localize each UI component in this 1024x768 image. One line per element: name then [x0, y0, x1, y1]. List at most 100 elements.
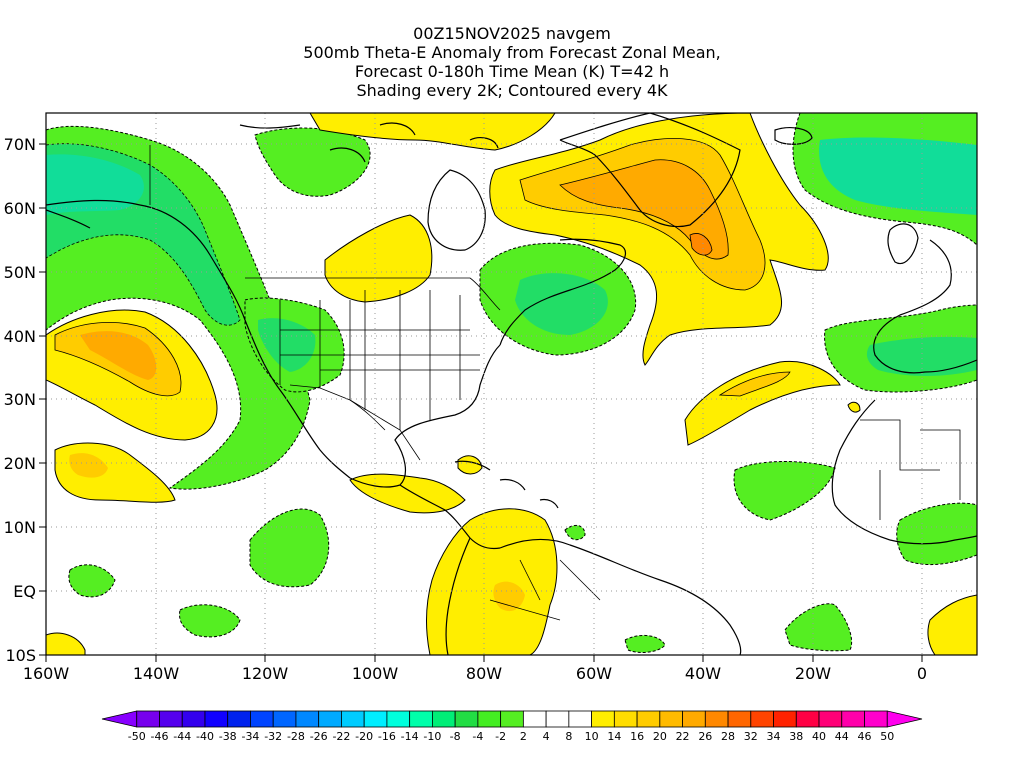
shade-yellow-arctic — [309, 113, 556, 151]
lon-tick-60w: 60W — [576, 664, 612, 683]
colorbar-swatch — [363, 710, 388, 728]
colorbar-swatch — [886, 710, 923, 728]
shade-green-satl-2 — [624, 634, 666, 653]
colorbar-swatch — [159, 710, 183, 728]
coastline-layer — [46, 113, 977, 655]
colorbar-label: -4 — [472, 730, 483, 743]
title-line-model: 00Z15NOV2025 navgem — [413, 24, 611, 43]
colorbar-swatch — [636, 710, 661, 728]
gridlines — [46, 113, 977, 655]
colorbar-swatch — [568, 710, 592, 728]
shade-teal-med — [866, 336, 977, 376]
shade-yellow-southatl-east — [927, 594, 977, 655]
coast-europe — [873, 239, 977, 374]
colorbar-label: -26 — [310, 730, 328, 743]
title-line-field: 500mb Theta-E Anomaly from Forecast Zona… — [303, 43, 721, 62]
shade-yellow-hawaii — [54, 442, 176, 503]
lat-tick-40n: 40N — [4, 327, 36, 346]
border-layer — [149, 145, 961, 621]
shade-green-pacific-3 — [68, 564, 116, 598]
colorbar-label: 26 — [698, 730, 712, 743]
colorbar-swatch — [704, 710, 729, 728]
colorbar-label: 20 — [653, 730, 667, 743]
colorbar-swatch — [500, 710, 524, 728]
colorbar-label: 4 — [543, 730, 550, 743]
lat-tick-60n: 60N — [4, 199, 36, 218]
shade-green-amazon — [564, 524, 586, 541]
coast-caribbean-islands — [454, 460, 559, 509]
colorbar-swatch — [682, 710, 706, 728]
lon-tick-120w: 120W — [242, 664, 289, 683]
shade-green-westafrica — [733, 461, 836, 521]
colorbar-label: -16 — [378, 730, 396, 743]
colorbar-swatch — [591, 710, 615, 728]
colorbar-label: 10 — [585, 730, 599, 743]
colorbar-label: 46 — [858, 730, 872, 743]
colorbar-swatch — [659, 710, 683, 728]
colorbar-swatch — [318, 710, 342, 728]
colorbar-swatch — [386, 710, 411, 728]
colorbar-swatch — [818, 710, 843, 728]
map-title: 00Z15NOV2025 navgem 500mb Theta-E Anomal… — [0, 24, 1024, 100]
shade-green-satl-1 — [784, 603, 853, 652]
tick-marks — [39, 143, 923, 662]
lon-tick-20w: 20W — [795, 664, 831, 683]
shade-yellow-cuba — [457, 455, 483, 475]
colorbar-swatch — [181, 710, 206, 728]
colorbar-label: -2 — [495, 730, 506, 743]
lat-tick-10n: 10N — [4, 518, 36, 537]
coast-greenland — [559, 113, 741, 228]
colorbar-swatch — [841, 710, 865, 728]
shade-yellowor-hawaii — [69, 453, 108, 478]
colorbar-label: 22 — [676, 730, 690, 743]
colorbar-label: 40 — [812, 730, 826, 743]
colorbar-swatch — [454, 710, 479, 728]
lon-tick-100w: 100W — [352, 664, 399, 683]
lat-tick-70n: 70N — [4, 135, 36, 154]
border-mexico — [349, 399, 421, 461]
colorbar-label: -44 — [173, 730, 191, 743]
border-us-canada — [245, 277, 501, 311]
colorbar-label: -32 — [264, 730, 282, 743]
colorbar-swatch — [272, 710, 297, 728]
coast-north-america-east — [499, 238, 627, 346]
shade-green-guinea — [896, 502, 977, 565]
lon-tick-140w: 140W — [133, 664, 180, 683]
coast-hudson-bay — [427, 169, 486, 251]
shading-layer — [46, 113, 977, 655]
colorbar-swatch — [250, 710, 274, 728]
shade-teal-alaska-core — [46, 154, 144, 215]
coast-africa-west — [831, 399, 977, 545]
colorbar-label: 44 — [835, 730, 849, 743]
coast-central-america — [399, 484, 501, 550]
shade-yellowor-subtropatl — [718, 371, 791, 397]
colorbar-swatch — [522, 710, 547, 728]
colorbar-swatch — [864, 710, 888, 728]
shade-yellow-azores — [847, 401, 861, 413]
colorbar-swatch — [204, 710, 229, 728]
colorbar-swatch — [750, 710, 774, 728]
coast-arctic-islands — [239, 122, 499, 163]
colorbar-label: 32 — [744, 730, 758, 743]
border-south-america — [489, 559, 601, 621]
lon-tick-160w: 160W — [23, 664, 70, 683]
colorbar-label: 2 — [520, 730, 527, 743]
lat-tick-labels: 10S EQ 10N 20N 30N 40N 50N 60N 70N — [4, 135, 36, 665]
colorbar-label: 34 — [767, 730, 781, 743]
colorbar-label: -34 — [241, 730, 259, 743]
colorbar-swatch — [341, 710, 365, 728]
shade-orange-greenland — [559, 159, 729, 260]
lat-tick-10s: 10S — [5, 646, 36, 665]
title-line-shading: Shading every 2K; Contoured every 4K — [356, 81, 668, 100]
colorbar-label: -28 — [287, 730, 305, 743]
shade-teal-northeast-atl — [819, 137, 977, 215]
colorbar-swatch — [795, 710, 820, 728]
colorbar-swatch — [101, 710, 138, 728]
colorbar-swatch — [613, 710, 638, 728]
shade-yellow-subtropatl — [684, 360, 841, 446]
colorbar-swatch — [227, 710, 251, 728]
colorbar-label: 38 — [789, 730, 803, 743]
colorbar-label: 8 — [565, 730, 572, 743]
colorbar-label: -22 — [332, 730, 350, 743]
colorbar-label: -10 — [423, 730, 441, 743]
